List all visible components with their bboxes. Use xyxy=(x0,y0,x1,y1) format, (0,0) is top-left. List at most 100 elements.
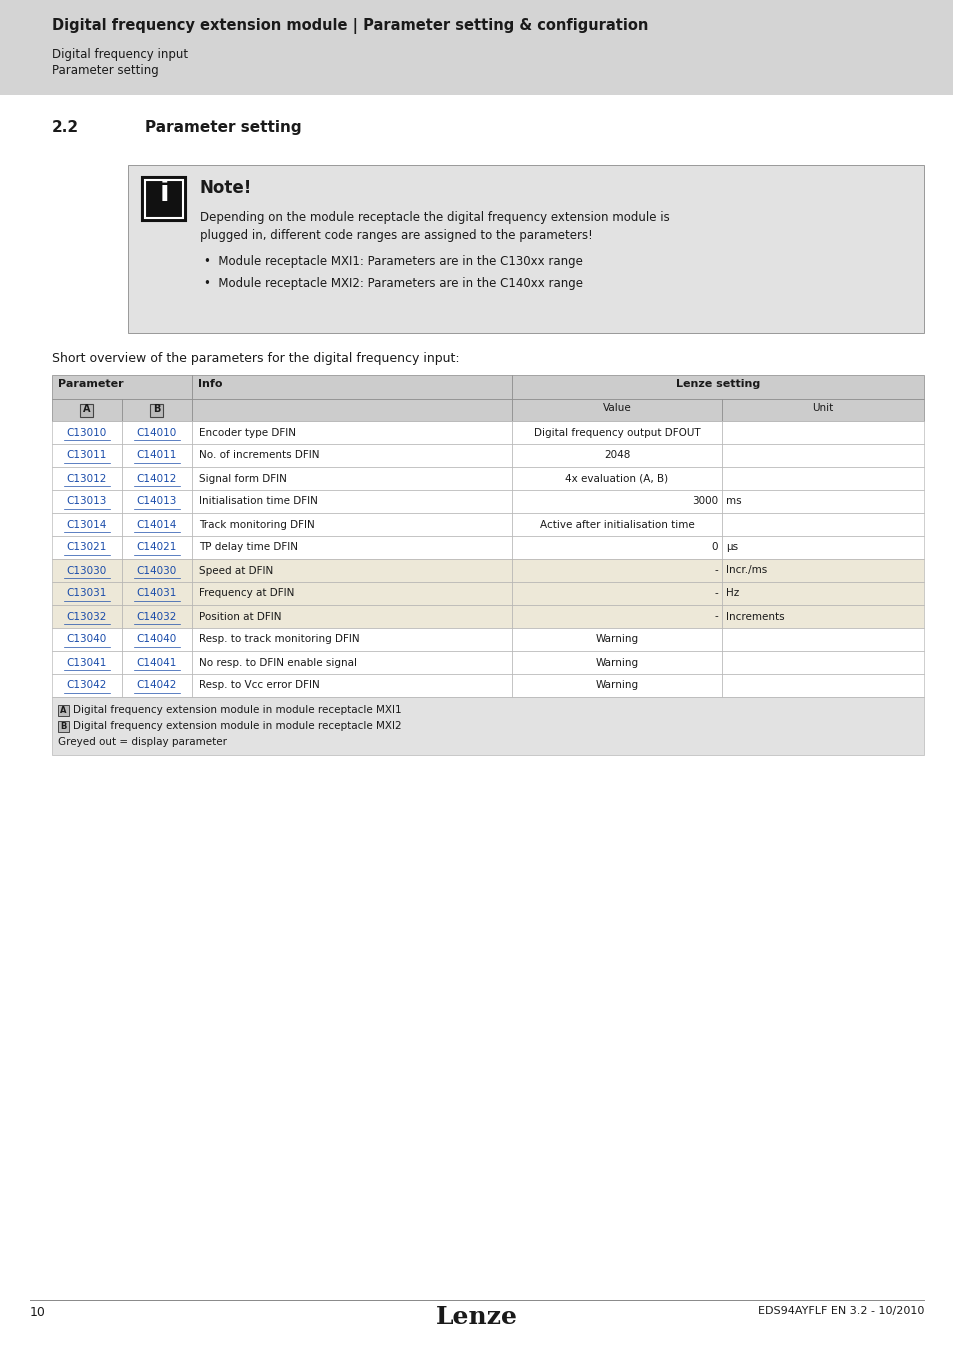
Bar xyxy=(52,605,122,628)
Text: Encoder type DFIN: Encoder type DFIN xyxy=(199,428,295,437)
Text: 4x evaluation (A, B): 4x evaluation (A, B) xyxy=(565,474,668,483)
Text: B: B xyxy=(153,405,160,414)
Text: C13030: C13030 xyxy=(67,566,107,575)
Bar xyxy=(52,467,122,490)
Text: i: i xyxy=(159,180,169,207)
Bar xyxy=(58,705,69,716)
Bar xyxy=(80,404,93,417)
Text: C14040: C14040 xyxy=(136,634,177,644)
Text: C14013: C14013 xyxy=(136,497,177,506)
Text: C13012: C13012 xyxy=(67,474,107,483)
Bar xyxy=(122,513,192,536)
Text: No. of increments DFIN: No. of increments DFIN xyxy=(199,451,319,460)
Text: Speed at DFIN: Speed at DFIN xyxy=(199,566,273,575)
Text: C14032: C14032 xyxy=(136,612,177,621)
Text: A: A xyxy=(83,405,91,414)
Text: B: B xyxy=(60,722,67,730)
Bar xyxy=(192,536,512,559)
Text: Short overview of the parameters for the digital frequency input:: Short overview of the parameters for the… xyxy=(52,352,459,365)
Text: -: - xyxy=(714,566,718,575)
Bar xyxy=(52,444,122,467)
Bar xyxy=(721,674,923,697)
Text: No resp. to DFIN enable signal: No resp. to DFIN enable signal xyxy=(199,657,356,667)
Text: Parameter: Parameter xyxy=(58,379,124,389)
Text: C14014: C14014 xyxy=(136,520,177,529)
Text: Unit: Unit xyxy=(812,404,833,413)
Text: plugged in, different code ranges are assigned to the parameters!: plugged in, different code ranges are as… xyxy=(200,230,592,242)
Bar xyxy=(721,605,923,628)
Bar xyxy=(512,421,721,444)
Bar xyxy=(192,375,512,400)
Text: Parameter setting: Parameter setting xyxy=(145,120,301,135)
Text: C13021: C13021 xyxy=(67,543,107,552)
Text: C14012: C14012 xyxy=(136,474,177,483)
Bar xyxy=(122,400,192,421)
Bar xyxy=(52,536,122,559)
Text: C13042: C13042 xyxy=(67,680,107,690)
Text: C14041: C14041 xyxy=(136,657,177,667)
Text: Digital frequency extension module | Parameter setting & configuration: Digital frequency extension module | Par… xyxy=(52,18,648,34)
Text: C14010: C14010 xyxy=(136,428,177,437)
Text: -: - xyxy=(714,589,718,598)
Bar xyxy=(512,444,721,467)
Bar xyxy=(52,674,122,697)
Text: Digital frequency output DFOUT: Digital frequency output DFOUT xyxy=(533,428,700,437)
Text: Hz: Hz xyxy=(725,589,739,598)
Bar xyxy=(122,421,192,444)
Bar xyxy=(122,536,192,559)
Bar xyxy=(512,490,721,513)
Text: C13013: C13013 xyxy=(67,497,107,506)
Text: Digital frequency extension module in module receptacle MXI2: Digital frequency extension module in mo… xyxy=(73,721,401,730)
Bar xyxy=(52,628,122,651)
Bar xyxy=(512,467,721,490)
Text: C14042: C14042 xyxy=(136,680,177,690)
Bar xyxy=(145,180,183,217)
Text: Greyed out = display parameter: Greyed out = display parameter xyxy=(58,737,227,747)
Bar xyxy=(52,697,923,755)
Bar xyxy=(192,490,512,513)
Bar xyxy=(192,674,512,697)
Text: μs: μs xyxy=(725,543,738,552)
Bar xyxy=(52,490,122,513)
Bar xyxy=(192,421,512,444)
Bar xyxy=(128,165,923,333)
Text: C13041: C13041 xyxy=(67,657,107,667)
Text: C13014: C13014 xyxy=(67,520,107,529)
Text: C14021: C14021 xyxy=(136,543,177,552)
Bar xyxy=(512,400,721,421)
Bar xyxy=(122,605,192,628)
Text: 2.2: 2.2 xyxy=(52,120,79,135)
Text: Track monitoring DFIN: Track monitoring DFIN xyxy=(199,520,314,529)
Text: EDS94AYFLF EN 3.2 - 10/2010: EDS94AYFLF EN 3.2 - 10/2010 xyxy=(757,1305,923,1316)
Text: 3000: 3000 xyxy=(691,497,718,506)
Bar xyxy=(192,628,512,651)
Bar xyxy=(52,582,122,605)
Text: C13010: C13010 xyxy=(67,428,107,437)
Text: Frequency at DFIN: Frequency at DFIN xyxy=(199,589,294,598)
Bar xyxy=(122,674,192,697)
Text: Initialisation time DFIN: Initialisation time DFIN xyxy=(199,497,317,506)
Text: Warning: Warning xyxy=(595,634,638,644)
Bar xyxy=(192,559,512,582)
Text: Resp. to Vcc error DFIN: Resp. to Vcc error DFIN xyxy=(199,680,319,690)
Text: Digital frequency extension module in module receptacle MXI1: Digital frequency extension module in mo… xyxy=(73,705,401,716)
Text: 10: 10 xyxy=(30,1305,46,1319)
Text: -: - xyxy=(714,612,718,621)
Text: 2048: 2048 xyxy=(603,451,630,460)
Bar xyxy=(122,467,192,490)
Bar xyxy=(192,513,512,536)
Bar xyxy=(721,559,923,582)
Text: Incr./ms: Incr./ms xyxy=(725,566,766,575)
Bar xyxy=(512,674,721,697)
Bar xyxy=(0,0,953,95)
Text: TP delay time DFIN: TP delay time DFIN xyxy=(199,543,297,552)
Bar xyxy=(142,177,186,221)
Text: Parameter setting: Parameter setting xyxy=(52,63,158,77)
Bar xyxy=(122,559,192,582)
Bar xyxy=(52,513,122,536)
Bar xyxy=(721,467,923,490)
Bar xyxy=(52,400,122,421)
Bar xyxy=(721,651,923,674)
Bar xyxy=(122,651,192,674)
Text: A: A xyxy=(60,706,67,716)
